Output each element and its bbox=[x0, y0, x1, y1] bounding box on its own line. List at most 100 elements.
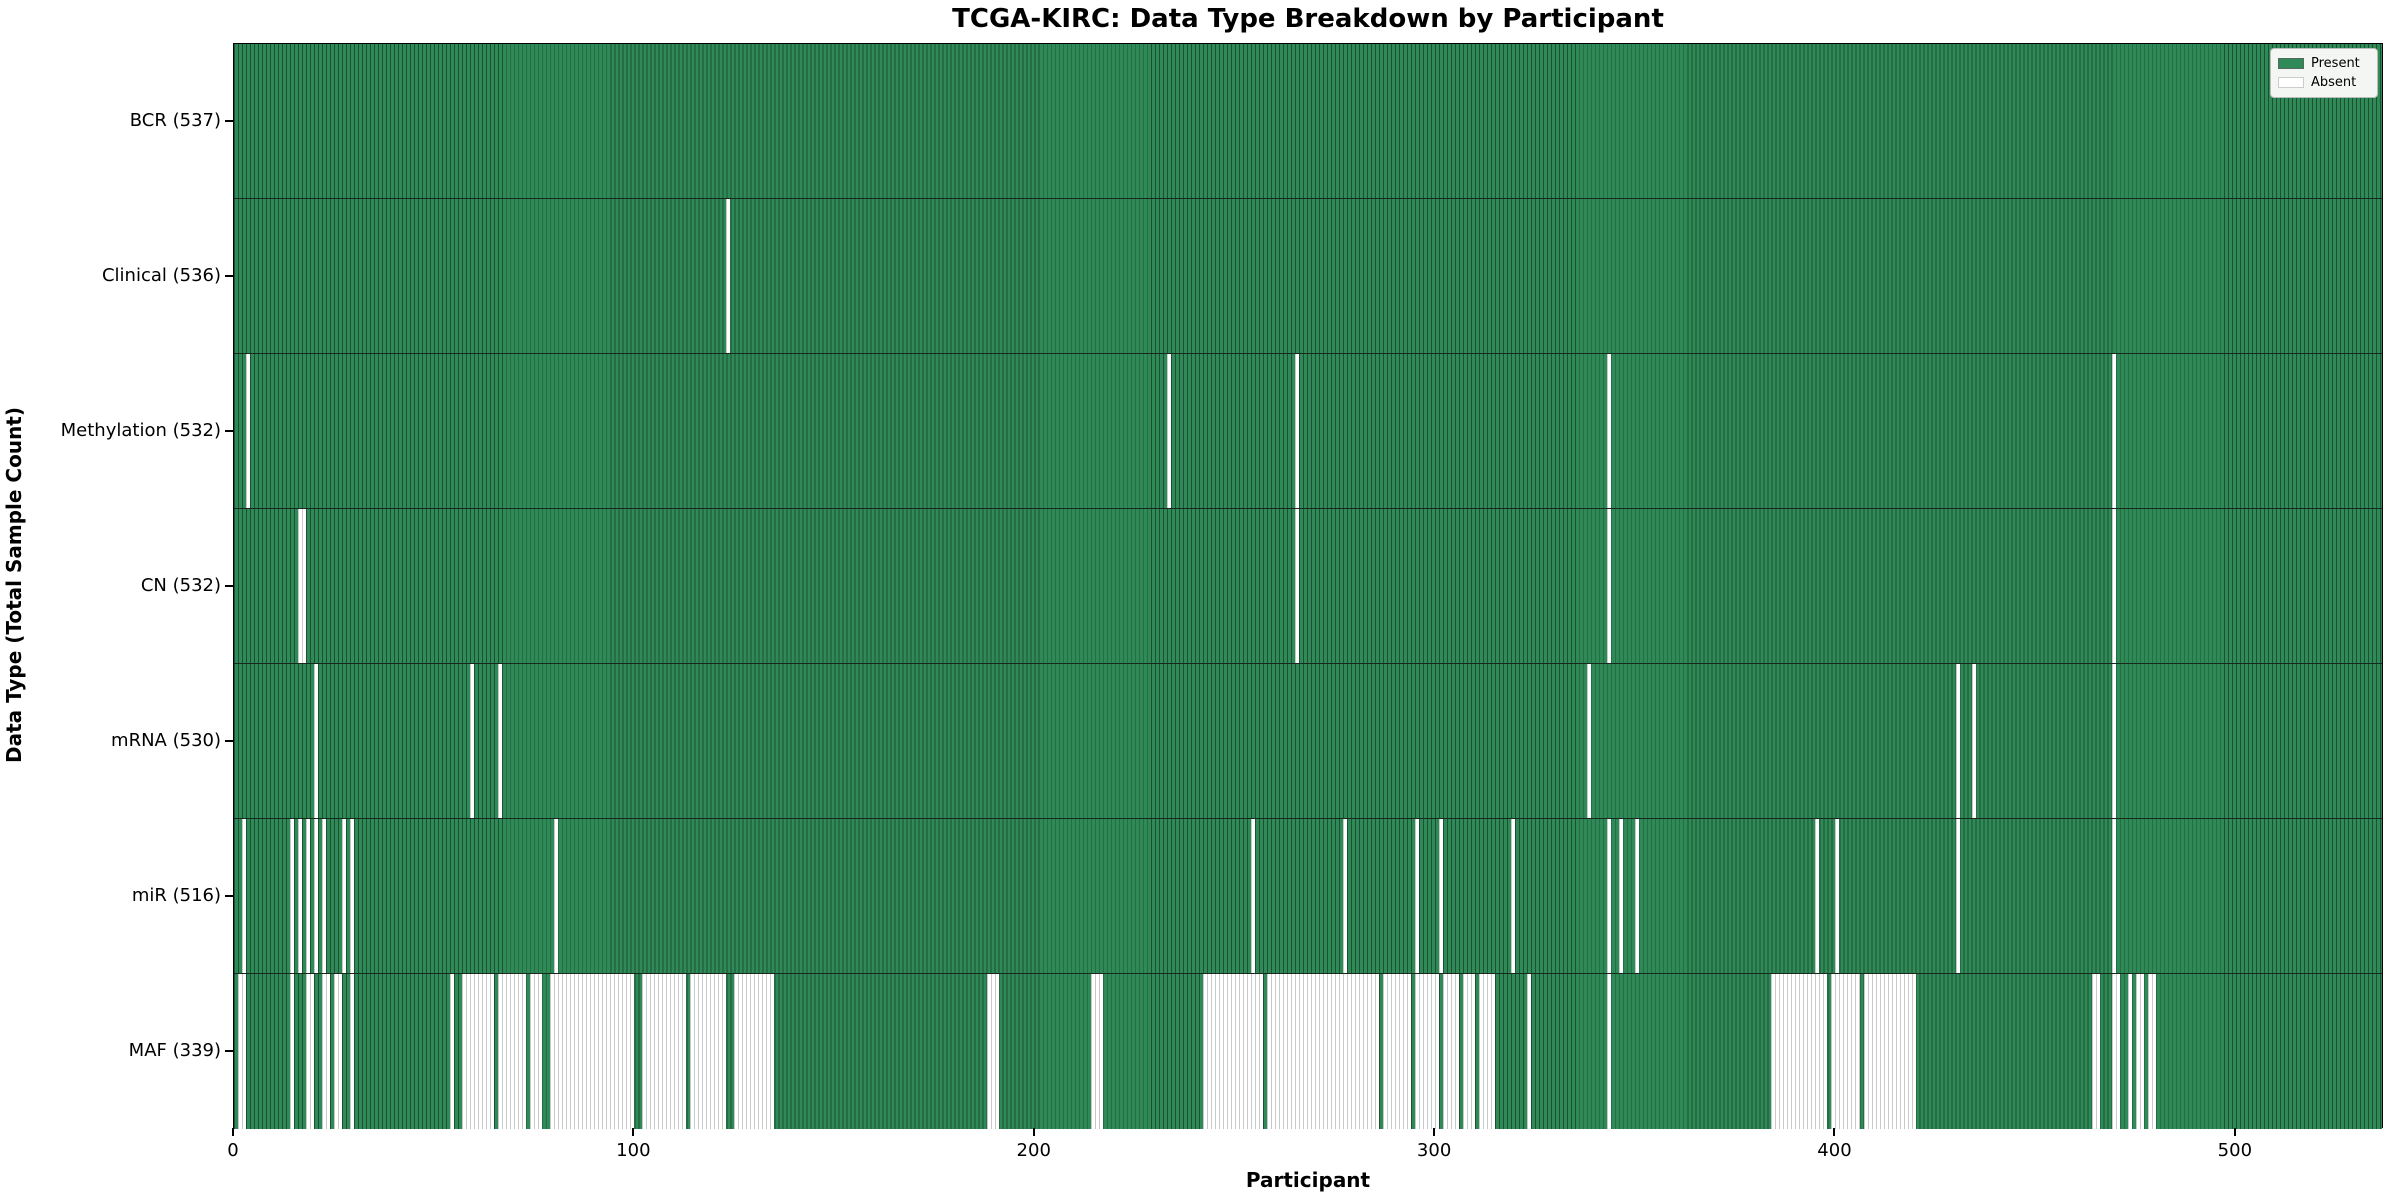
x-axis-label: Participant bbox=[1245, 1168, 1371, 1192]
absent-cells-mRNA bbox=[314, 664, 319, 818]
absent-cells-MAF bbox=[462, 974, 495, 1129]
absent-cells-MAF bbox=[1415, 974, 1440, 1129]
y-tick-label-MAF: MAF (339) bbox=[128, 1039, 221, 1061]
x-tick-label-0: 0 bbox=[227, 1140, 239, 1161]
absent-cells-miR bbox=[290, 819, 295, 973]
y-tick-label-Methylation: Methylation (532) bbox=[60, 419, 221, 441]
x-tick-label-100: 100 bbox=[616, 1140, 651, 1161]
absent-cells-miR bbox=[1439, 819, 1444, 973]
y-tick-label-CN: CN (532) bbox=[140, 574, 221, 596]
absent-cells-miR bbox=[1635, 819, 1640, 973]
absent-cells-miR bbox=[1415, 819, 1420, 973]
absent-cells-miR bbox=[2111, 819, 2116, 973]
absent-cells-MAF bbox=[238, 974, 246, 1129]
absent-cells-miR bbox=[1835, 819, 1840, 973]
heatmap-row-CN bbox=[234, 509, 2382, 664]
absent-cells-MAF bbox=[1863, 974, 1916, 1129]
absent-cells-mRNA bbox=[2111, 664, 2116, 818]
absent-cells-miR bbox=[314, 819, 319, 973]
x-tick-mark bbox=[1433, 1128, 1436, 1136]
absent-cells-MAF bbox=[690, 974, 727, 1129]
heatmap-row-Clinical bbox=[234, 199, 2382, 354]
absent-cells-Methylation bbox=[246, 354, 250, 508]
heatmap-row-BCR bbox=[234, 44, 2382, 199]
y-tick-label-Clinical: Clinical (536) bbox=[101, 264, 221, 286]
absent-cells-Methylation bbox=[1294, 354, 1299, 508]
absent-cells-MAF bbox=[1202, 974, 1263, 1129]
y-tick-mark bbox=[225, 584, 233, 587]
absent-cells-CN bbox=[1607, 509, 1612, 663]
legend-label-absent: Absent bbox=[2311, 75, 2357, 90]
heatmap-row-MAF bbox=[234, 974, 2382, 1129]
y-tick-mark bbox=[225, 119, 233, 122]
x-tick-mark bbox=[2233, 1128, 2236, 1136]
absent-cells-mRNA bbox=[470, 664, 475, 818]
absent-cells-MAF bbox=[1463, 974, 1476, 1129]
y-tick-mark bbox=[225, 429, 233, 432]
absent-cells-CN bbox=[298, 509, 307, 663]
absent-cells-MAF bbox=[1607, 974, 1612, 1129]
legend-item-present: Present bbox=[2278, 54, 2370, 73]
absent-cells-MAF bbox=[450, 974, 455, 1129]
heatmap-row-Methylation bbox=[234, 354, 2382, 509]
y-tick-mark bbox=[225, 1049, 233, 1052]
absent-cells-MAF bbox=[1383, 974, 1412, 1129]
absent-cells-miR bbox=[554, 819, 559, 973]
y-tick-label-miR: miR (516) bbox=[131, 884, 221, 906]
y-tick-mark bbox=[225, 274, 233, 277]
x-tick-label-500: 500 bbox=[2217, 1140, 2253, 1161]
absent-cells-miR bbox=[1250, 819, 1255, 973]
heatmap-plot bbox=[233, 43, 2383, 1129]
x-tick-mark bbox=[1833, 1128, 1836, 1136]
x-tick-mark bbox=[632, 1128, 635, 1136]
absent-cells-MAF bbox=[1090, 974, 1103, 1129]
absent-cells-miR bbox=[1511, 819, 1516, 973]
absent-cells-miR bbox=[242, 819, 246, 973]
y-tick-mark bbox=[225, 894, 233, 897]
absent-cells-MAF bbox=[334, 974, 343, 1129]
absent-cells-CN bbox=[1294, 509, 1299, 663]
absent-cells-miR bbox=[1955, 819, 1960, 973]
legend-item-absent: Absent bbox=[2278, 73, 2370, 92]
absent-cells-MAF bbox=[2127, 974, 2132, 1129]
absent-swatch-icon bbox=[2278, 77, 2304, 88]
y-tick-label-mRNA: mRNA (530) bbox=[111, 729, 221, 751]
absent-cells-Clinical bbox=[726, 199, 731, 353]
absent-cells-MAF bbox=[290, 974, 295, 1129]
absent-cells-MAF bbox=[530, 974, 543, 1129]
x-tick-label-200: 200 bbox=[1016, 1140, 1051, 1161]
chart-title: TCGA-KIRC: Data Type Breakdown by Partic… bbox=[952, 4, 1664, 34]
absent-cells-MAF bbox=[1479, 974, 1496, 1129]
absent-cells-mRNA bbox=[498, 664, 503, 818]
absent-cells-miR bbox=[322, 819, 327, 973]
absent-cells-CN bbox=[2111, 509, 2116, 663]
absent-cells-MAF bbox=[2091, 974, 2100, 1129]
absent-cells-Methylation bbox=[1607, 354, 1612, 508]
x-tick-mark bbox=[1032, 1128, 1035, 1136]
absent-cells-MAF bbox=[1771, 974, 1828, 1129]
absent-cells-MAF bbox=[2147, 974, 2156, 1129]
absent-cells-Methylation bbox=[1166, 354, 1171, 508]
absent-cells-MAF bbox=[1527, 974, 1532, 1129]
absent-cells-MAF bbox=[1831, 974, 1860, 1129]
legend: Present Absent bbox=[2270, 48, 2378, 98]
absent-cells-MAF bbox=[2135, 974, 2144, 1129]
x-tick-mark bbox=[232, 1128, 234, 1136]
absent-cells-miR bbox=[342, 819, 347, 973]
absent-cells-miR bbox=[306, 819, 311, 973]
absent-cells-MAF bbox=[550, 974, 635, 1129]
y-tick-label-BCR: BCR (537) bbox=[129, 109, 221, 131]
absent-cells-MAF bbox=[306, 974, 315, 1129]
absent-cells-MAF bbox=[642, 974, 687, 1129]
heatmap-row-miR bbox=[234, 819, 2382, 974]
absent-cells-miR bbox=[298, 819, 303, 973]
present-swatch-icon bbox=[2278, 58, 2304, 69]
absent-cells-MAF bbox=[734, 974, 775, 1129]
legend-label-present: Present bbox=[2311, 56, 2360, 71]
absent-cells-MAF bbox=[498, 974, 527, 1129]
absent-cells-miR bbox=[1619, 819, 1624, 973]
absent-cells-mRNA bbox=[1971, 664, 1976, 818]
x-tick-label-300: 300 bbox=[1416, 1140, 1452, 1161]
absent-cells-miR bbox=[350, 819, 355, 973]
